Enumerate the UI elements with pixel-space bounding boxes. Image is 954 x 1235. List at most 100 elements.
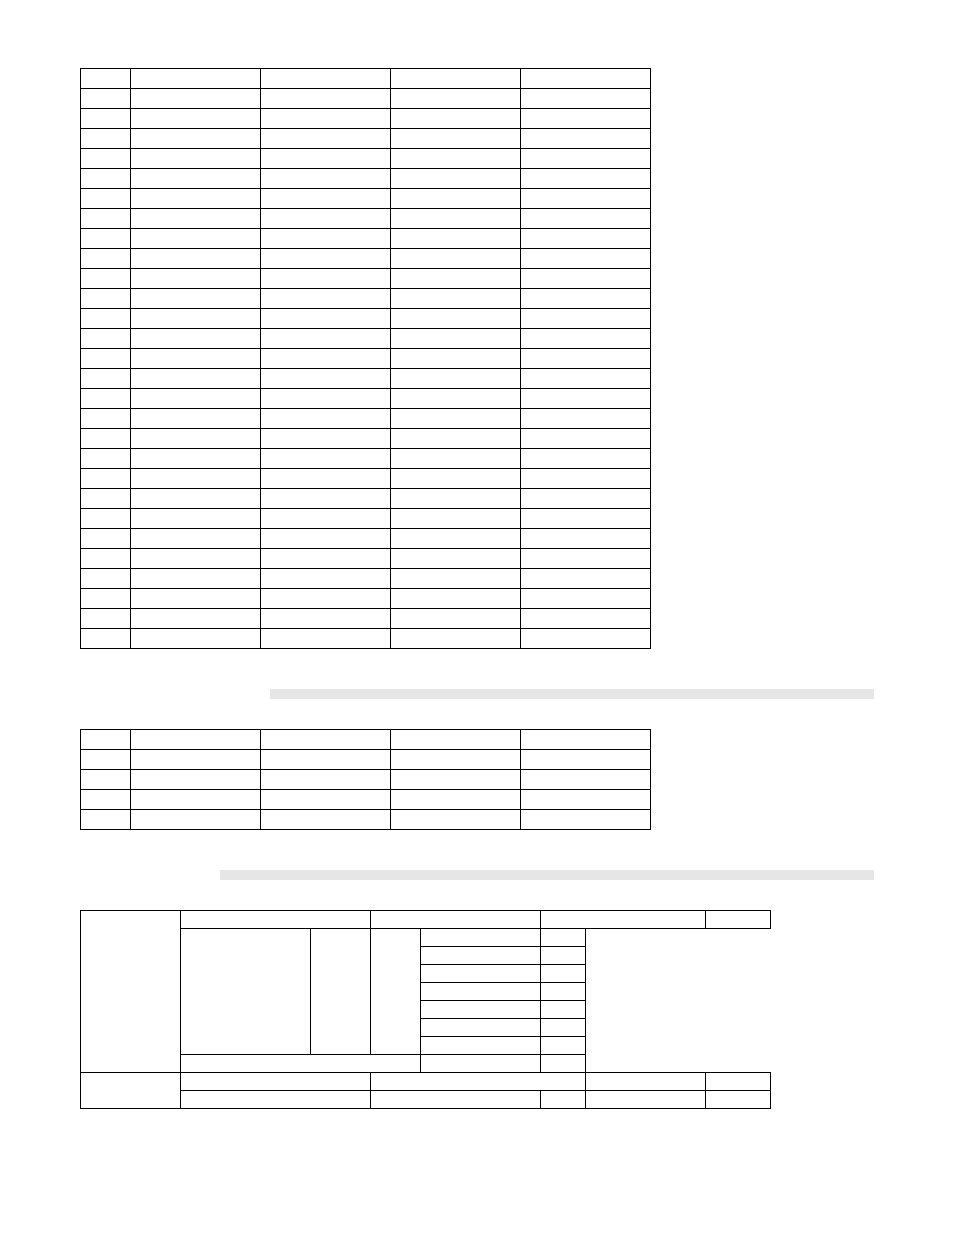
cell xyxy=(261,229,391,249)
cell xyxy=(521,549,651,569)
cell xyxy=(131,569,261,589)
cell xyxy=(81,329,131,349)
cell xyxy=(391,369,521,389)
cell xyxy=(521,770,651,790)
table-top xyxy=(80,68,651,649)
cell xyxy=(521,429,651,449)
cell xyxy=(391,750,521,770)
cell xyxy=(521,469,651,489)
cell xyxy=(81,109,131,129)
table-middle xyxy=(80,729,651,830)
cell xyxy=(131,229,261,249)
cell xyxy=(81,449,131,469)
cell xyxy=(81,469,131,489)
cell xyxy=(181,929,311,1055)
cell xyxy=(261,429,391,449)
cell xyxy=(181,1091,371,1109)
cell xyxy=(421,929,541,947)
cell xyxy=(131,169,261,189)
cell xyxy=(131,209,261,229)
cell xyxy=(261,549,391,569)
cell xyxy=(81,129,131,149)
cell xyxy=(81,1073,181,1109)
cell xyxy=(261,269,391,289)
cell xyxy=(521,69,651,89)
cell xyxy=(521,589,651,609)
cell xyxy=(81,509,131,529)
cell xyxy=(521,149,651,169)
cell xyxy=(81,609,131,629)
cell xyxy=(391,229,521,249)
cell xyxy=(706,1091,771,1109)
cell xyxy=(131,109,261,129)
cell xyxy=(521,329,651,349)
cell xyxy=(131,509,261,529)
cell xyxy=(261,389,391,409)
cell xyxy=(521,249,651,269)
cell xyxy=(131,269,261,289)
cell xyxy=(261,129,391,149)
cell xyxy=(391,209,521,229)
cell xyxy=(81,249,131,269)
cell xyxy=(81,569,131,589)
cell xyxy=(541,1091,586,1109)
cell xyxy=(181,911,371,929)
cell xyxy=(261,309,391,329)
cell xyxy=(521,750,651,770)
cell xyxy=(521,189,651,209)
cell xyxy=(261,750,391,770)
separator-bar xyxy=(270,689,874,699)
cell xyxy=(81,69,131,89)
cell xyxy=(81,149,131,169)
cell xyxy=(311,929,371,1055)
cell xyxy=(391,189,521,209)
separator-bar xyxy=(220,870,874,880)
cell xyxy=(391,810,521,830)
cell xyxy=(391,549,521,569)
cell xyxy=(421,947,541,965)
cell xyxy=(541,1055,586,1073)
cell xyxy=(371,1073,586,1091)
cell xyxy=(421,1001,541,1019)
section-separator-2 xyxy=(80,870,874,880)
cell xyxy=(421,1037,541,1055)
cell xyxy=(261,409,391,429)
cell xyxy=(391,309,521,329)
cell xyxy=(521,609,651,629)
cell xyxy=(81,389,131,409)
cell xyxy=(131,549,261,569)
cell xyxy=(421,965,541,983)
cell xyxy=(541,983,586,1001)
cell xyxy=(371,929,421,1055)
cell xyxy=(261,469,391,489)
cell xyxy=(391,449,521,469)
cell xyxy=(261,349,391,369)
table-bottom xyxy=(80,910,771,1109)
cell xyxy=(261,730,391,750)
cell xyxy=(521,529,651,549)
cell xyxy=(81,770,131,790)
cell xyxy=(541,965,586,983)
cell xyxy=(521,129,651,149)
cell xyxy=(261,529,391,549)
cell xyxy=(81,189,131,209)
cell xyxy=(131,429,261,449)
cell xyxy=(81,629,131,649)
cell xyxy=(521,409,651,429)
cell xyxy=(261,289,391,309)
cell xyxy=(371,911,541,929)
cell xyxy=(391,589,521,609)
cell xyxy=(541,929,586,947)
cell xyxy=(131,790,261,810)
cell xyxy=(81,911,181,1073)
cell xyxy=(81,169,131,189)
cell xyxy=(261,770,391,790)
cell xyxy=(131,389,261,409)
cell xyxy=(421,1055,541,1073)
cell xyxy=(261,369,391,389)
cell xyxy=(391,329,521,349)
cell xyxy=(541,1037,586,1055)
cell xyxy=(586,1073,706,1091)
cell xyxy=(371,1091,541,1109)
cell xyxy=(81,269,131,289)
